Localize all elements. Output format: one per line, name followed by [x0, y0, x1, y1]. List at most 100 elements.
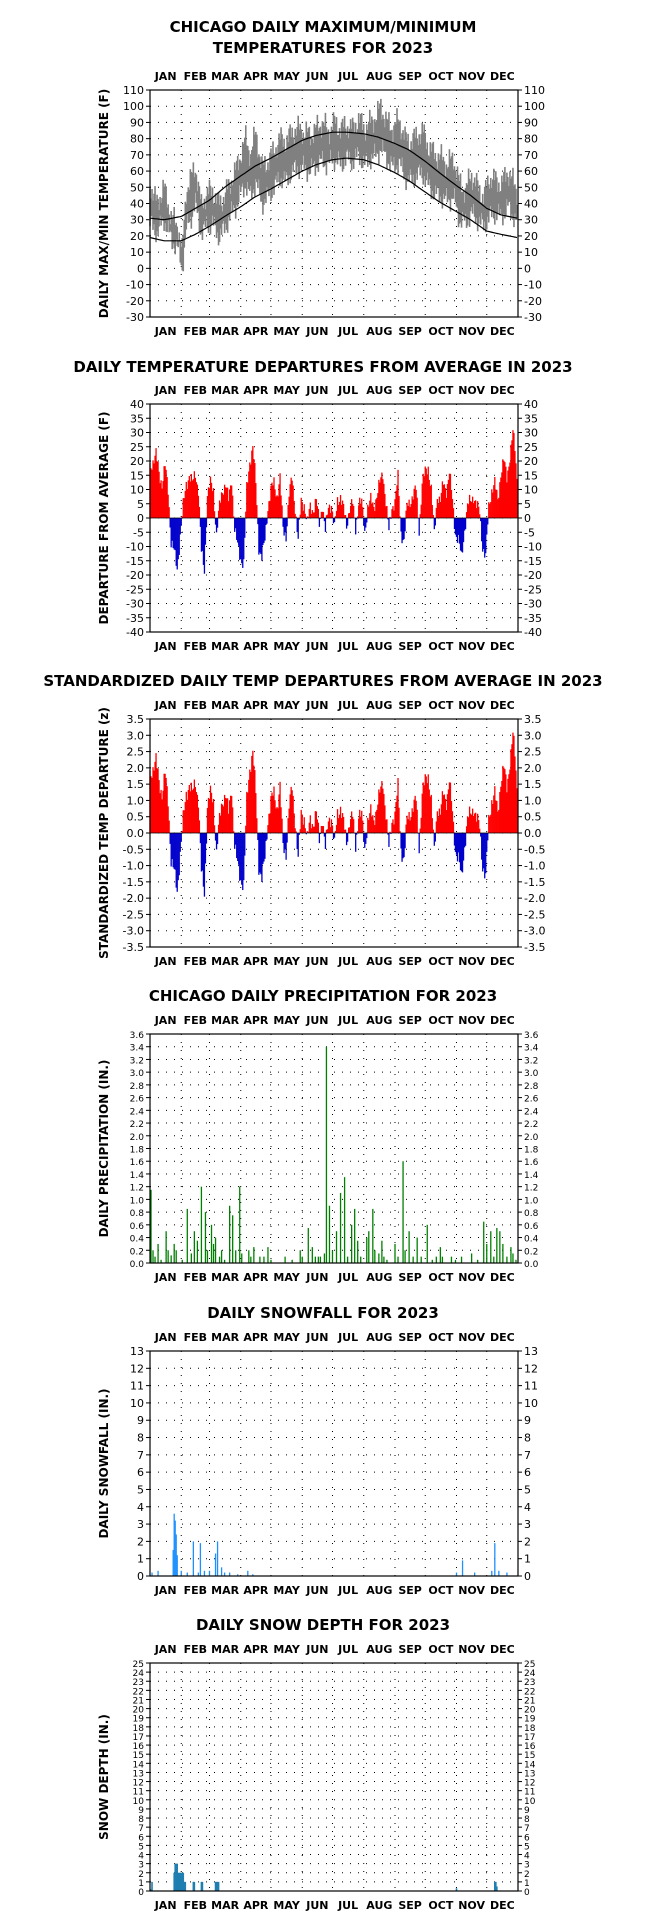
month-label-top: JUN — [305, 1643, 328, 1656]
y-tick-label-left: 20 — [130, 230, 144, 243]
y-tick-label-right: 0.6 — [524, 1222, 539, 1232]
month-label-top: SEP — [398, 384, 422, 397]
month-label-bottom: OCT — [428, 1899, 453, 1912]
panel-5: DAILY SNOWFALL FOR 2023 JAN JAN FEB FEB MAR MA… — [97, 1304, 538, 1597]
month-label-top: SEP — [398, 699, 422, 712]
y-tick-label-right: 19 — [524, 1715, 536, 1725]
month-label-bottom: DEC — [490, 325, 515, 338]
month-label-bottom: AUG — [366, 1584, 392, 1597]
month-label-bottom: FEB — [184, 1899, 207, 1912]
month-label-bottom: DEC — [490, 640, 515, 653]
y-tick-label-right: 25 — [524, 1660, 535, 1670]
month-label-top: JAN — [154, 70, 177, 83]
month-label-top: APR — [243, 1014, 269, 1027]
y-tick-label-left: 80 — [130, 133, 144, 146]
y-tick-label-right: 10 — [524, 246, 538, 259]
y-tick-label-left: 1.8 — [130, 1146, 145, 1156]
month-label-top: JAN — [154, 1643, 177, 1656]
y-tick-label-left: 0 — [137, 1570, 144, 1583]
month-label-bottom: MAY — [273, 640, 300, 653]
month-label-top: DEC — [490, 384, 515, 397]
y-tick-label-left: 2.6 — [130, 1095, 145, 1105]
month-label-top: JUN — [305, 699, 328, 712]
month-label-top: JUN — [305, 384, 328, 397]
y-tick-label-left: 3.5 — [127, 713, 145, 726]
month-label-top: DEC — [490, 70, 515, 83]
y-tick-label-right: 21 — [524, 1696, 535, 1706]
y-tick-label-right: 17 — [524, 1733, 535, 1743]
month-label-bottom: AUG — [366, 1899, 392, 1912]
month-label-top: MAY — [273, 699, 300, 712]
month-label-top: FEB — [184, 1643, 207, 1656]
y-tick-label-left: 0.0 — [130, 1260, 145, 1270]
y-tick-label-right: 90 — [524, 116, 538, 129]
y-tick-label-left: 2.4 — [130, 1107, 145, 1117]
y-tick-label-right: 2.0 — [524, 1133, 539, 1143]
y-tick-label-left: 15 — [133, 1751, 144, 1761]
month-label-top: NOV — [458, 384, 485, 397]
y-tick-label-left: 0.5 — [127, 811, 145, 824]
y-tick-label-left: 90 — [130, 116, 144, 129]
y-tick-label-left: 0.8 — [130, 1209, 145, 1219]
month-label-top: SEP — [398, 1331, 422, 1344]
y-tick-label-right: -5 — [524, 526, 535, 539]
y-tick-label-right: 9 — [524, 1806, 530, 1816]
month-label-bottom: MAR — [211, 1584, 239, 1597]
month-label-top: SEP — [398, 1643, 422, 1656]
plot-frame — [149, 1033, 519, 1264]
y-tick-label-left: 35 — [130, 412, 144, 425]
y-tick-label-left: 2.0 — [130, 1133, 145, 1143]
y-tick-label-right: 50 — [524, 181, 538, 194]
y-tick-label-right: 1.0 — [524, 794, 542, 807]
y-tick-label-right: 0 — [524, 1570, 531, 1583]
y-tick-label-right: -10 — [524, 541, 542, 554]
month-label-top: APR — [243, 384, 269, 397]
y-tick-label-right: 5 — [524, 498, 531, 511]
y-tick-label-right: 80 — [524, 133, 538, 146]
y-tick-label-left: 3 — [138, 1861, 144, 1871]
y-tick-label-right: 6 — [524, 1466, 531, 1479]
month-label-top: MAY — [273, 384, 300, 397]
y-tick-label-left: 0.4 — [130, 1235, 145, 1245]
plot-frame — [149, 1350, 519, 1577]
y-tick-label-left: 2 — [137, 1535, 144, 1548]
month-label-top: NOV — [458, 1331, 485, 1344]
month-label-bottom: JUL — [337, 325, 358, 338]
plot-frame — [149, 89, 519, 318]
y-tick-label-left: 7 — [138, 1824, 144, 1834]
y-tick-label-left: 14 — [133, 1760, 145, 1770]
y-axis-label: DEPARTURE FROM AVERAGE (F) — [97, 411, 111, 624]
month-label-top: JUN — [305, 70, 328, 83]
y-tick-label-right: 0.0 — [524, 827, 542, 840]
y-tick-label-left: 10 — [130, 1397, 144, 1410]
y-tick-label-right: 11 — [524, 1788, 535, 1798]
y-tick-label-left: 5 — [137, 1483, 144, 1496]
y-tick-label-left: -20 — [126, 295, 144, 308]
month-label-top: MAR — [211, 1014, 239, 1027]
y-tick-label-left: 21 — [133, 1696, 144, 1706]
month-label-bottom: JUL — [337, 1271, 358, 1284]
month-label-bottom: MAR — [211, 640, 239, 653]
y-tick-label-left: -3.5 — [123, 941, 144, 954]
month-label-bottom: JUN — [305, 1899, 328, 1912]
month-label-bottom: DEC — [490, 1899, 515, 1912]
plot-frame — [149, 1662, 519, 1892]
y-tick-label-right: 3 — [524, 1861, 530, 1871]
y-tick-label-right: -3.5 — [524, 941, 545, 954]
y-tick-label-right: -40 — [524, 626, 542, 639]
month-label-bottom: OCT — [428, 325, 453, 338]
y-tick-label-left: 1.6 — [130, 1158, 145, 1168]
month-label-bottom: SEP — [398, 1271, 422, 1284]
y-tick-label-right: 2 — [524, 1870, 530, 1880]
month-label-bottom: APR — [243, 325, 269, 338]
y-tick-label-right: 40 — [524, 398, 538, 411]
month-label-top: MAY — [273, 1014, 300, 1027]
y-tick-label-right: 2.6 — [524, 1095, 539, 1105]
y-tick-label-left: 50 — [130, 181, 144, 194]
y-tick-label-left: 24 — [133, 1669, 145, 1679]
y-tick-label-right: 1.8 — [524, 1146, 539, 1156]
panel-2: DAILY TEMPERATURE DEPARTURES FROM AVERAG… — [73, 358, 572, 653]
y-tick-label-right: 0 — [524, 512, 531, 525]
month-label-bottom: JUL — [337, 1584, 358, 1597]
